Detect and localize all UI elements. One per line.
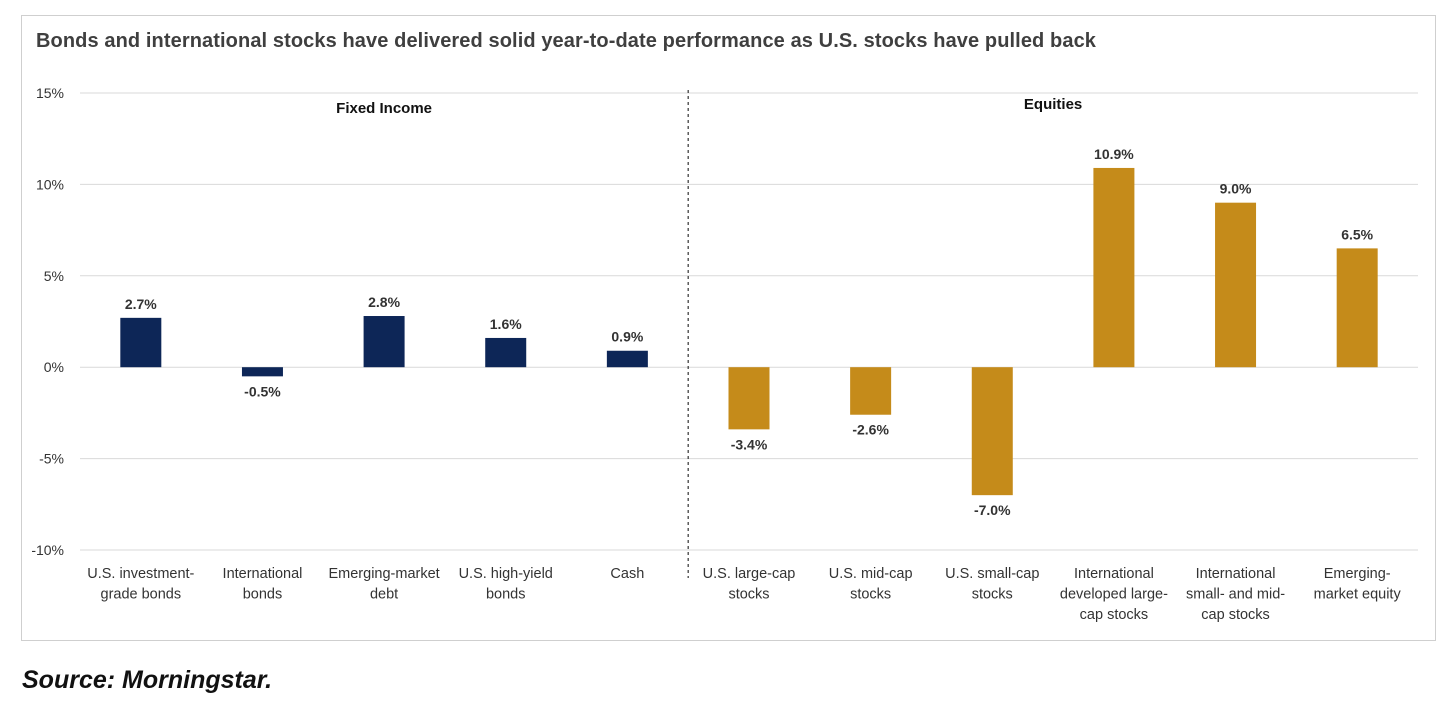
x-tick-label: market equity [1314,587,1402,603]
data-label: 9.0% [1220,181,1252,197]
x-tick-label: cap stocks [1080,607,1149,623]
data-label: 0.9% [611,329,643,345]
bar [241,367,283,377]
data-label: -2.6% [852,422,889,438]
data-label: 1.6% [490,316,522,332]
data-label: -0.5% [244,383,281,399]
group-label: Equities [1024,96,1082,113]
data-label: 10.9% [1094,146,1134,162]
x-tick-label: U.S. mid-cap [829,566,913,582]
y-tick-label: 15% [36,85,64,101]
bar [363,316,405,368]
x-tick-label: Cash [610,566,644,582]
x-tick-label: U.S. high-yield [459,566,553,582]
y-tick-label: 0% [44,359,64,375]
y-tick-label: -5% [39,451,64,467]
x-tick-label: International [1196,566,1276,582]
data-label: 6.5% [1341,226,1373,242]
x-tick-label: U.S. small-cap [945,566,1039,582]
bar [1093,167,1135,368]
y-tick-label: -10% [31,542,64,558]
x-tick-label: small- and mid- [1186,587,1285,603]
x-tick-label: International [223,566,303,582]
y-tick-label: 10% [36,176,64,192]
x-tick-label: bonds [243,587,283,603]
x-tick-label: stocks [850,587,891,603]
x-tick-label: bonds [486,587,526,603]
x-tick-label: U.S. investment- [87,566,194,582]
data-label: 2.7% [125,296,157,312]
x-tick-label: stocks [728,587,769,603]
bar [728,367,770,430]
chart-frame [21,15,1436,641]
x-tick-label: developed large- [1060,587,1168,603]
x-tick-label: U.S. large-cap [703,566,796,582]
x-tick-label: cap stocks [1201,607,1270,623]
bar [120,317,162,368]
bar [606,350,648,368]
bar [850,367,892,415]
bar [1336,248,1378,368]
bar [971,367,1013,496]
x-tick-label: International [1074,566,1154,582]
chart-title: Bonds and international stocks have deli… [36,30,1097,52]
x-tick-label: Emerging- [1324,566,1391,582]
x-tick-label: grade bonds [101,587,182,603]
y-tick-label: 5% [44,268,64,284]
data-label: -3.4% [731,436,768,452]
group-label: Fixed Income [336,100,432,117]
x-tick-label: debt [370,587,398,603]
bar [485,337,527,368]
data-label: -7.0% [974,502,1011,518]
x-tick-label: stocks [972,587,1013,603]
source-note: Source: Morningstar. [22,666,273,694]
data-label: 2.8% [368,294,400,310]
x-tick-label: Emerging-market [328,566,439,582]
bar [1215,202,1257,368]
